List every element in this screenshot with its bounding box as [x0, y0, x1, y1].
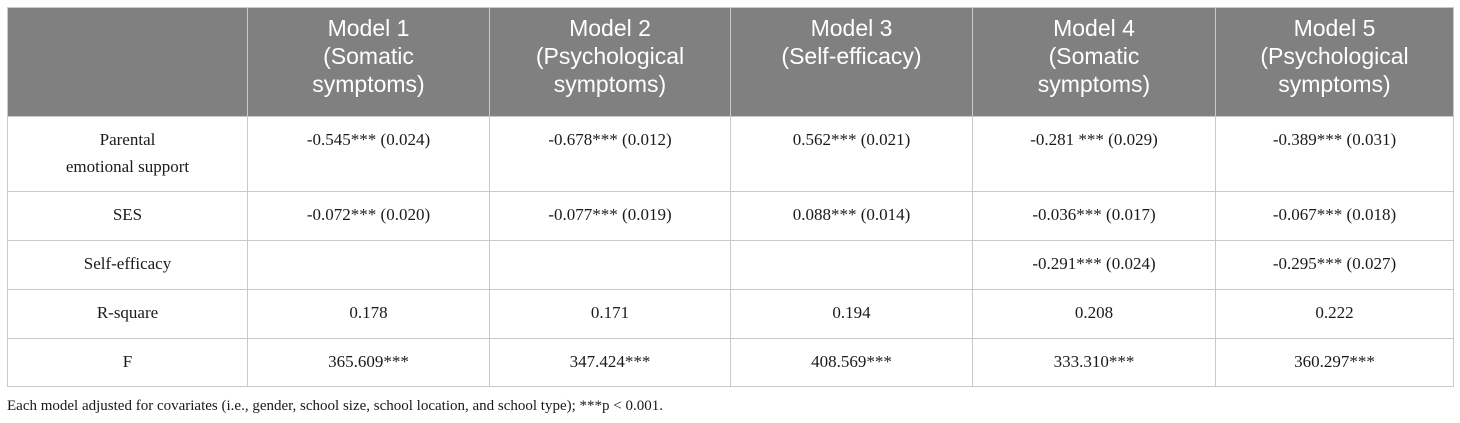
table-cell [730, 240, 973, 290]
table-cell: -0.389*** (0.031) [1215, 116, 1454, 192]
table-cell: 0.562*** (0.021) [730, 116, 973, 192]
table-cell: -0.291*** (0.024) [972, 240, 1216, 290]
table-cell: 347.424*** [489, 338, 731, 387]
row-label: R-square [7, 289, 248, 339]
table-cell: -0.036*** (0.017) [972, 191, 1216, 241]
table-cell: -0.077*** (0.019) [489, 191, 731, 241]
header-model-3: Model 3 (Self-efficacy) [730, 7, 973, 117]
table-row-f: F 365.609*** 347.424*** 408.569*** 333.3… [7, 338, 1454, 387]
row-label: SES [7, 191, 248, 241]
table-row-parental-emotional-support: Parental emotional support -0.545*** (0.… [7, 116, 1454, 192]
header-model-1: Model 1 (Somatic symptoms) [247, 7, 490, 117]
table-cell: 0.222 [1215, 289, 1454, 339]
table-footnote: Each model adjusted for covariates (i.e.… [7, 398, 664, 414]
table-cell: 0.088*** (0.014) [730, 191, 973, 241]
table-cell: -0.281 *** (0.029) [972, 116, 1216, 192]
header-model-2: Model 2 (Psychological symptoms) [489, 7, 731, 117]
table-cell: 0.171 [489, 289, 731, 339]
regression-table-container: Model 1 (Somatic symptoms) Model 2 (Psyc… [7, 7, 1454, 387]
row-label: Parental emotional support [7, 116, 248, 192]
table-row-self-efficacy: Self-efficacy -0.291*** (0.024) -0.295**… [7, 240, 1454, 290]
header-model-5: Model 5 (Psychological symptoms) [1215, 7, 1454, 117]
header-model-4: Model 4 (Somatic symptoms) [972, 7, 1216, 117]
header-corner [7, 7, 248, 117]
table-cell [489, 240, 731, 290]
table-cell: -0.067*** (0.018) [1215, 191, 1454, 241]
table-cell: -0.295*** (0.027) [1215, 240, 1454, 290]
table-row-r-square: R-square 0.178 0.171 0.194 0.208 0.222 [7, 289, 1454, 339]
table-cell: 408.569*** [730, 338, 973, 387]
table-cell: 0.194 [730, 289, 973, 339]
table-cell: -0.678*** (0.012) [489, 116, 731, 192]
table-cell: -0.545*** (0.024) [247, 116, 490, 192]
table-cell: 365.609*** [247, 338, 490, 387]
regression-table: Model 1 (Somatic symptoms) Model 2 (Psyc… [7, 7, 1454, 387]
table-cell: 0.178 [247, 289, 490, 339]
table-cell: 333.310*** [972, 338, 1216, 387]
header-row: Model 1 (Somatic symptoms) Model 2 (Psyc… [7, 7, 1454, 117]
table-cell: 0.208 [972, 289, 1216, 339]
table-cell [247, 240, 490, 290]
table-row-ses: SES -0.072*** (0.020) -0.077*** (0.019) … [7, 191, 1454, 241]
row-label: F [7, 338, 248, 387]
table-cell: 360.297*** [1215, 338, 1454, 387]
table-cell: -0.072*** (0.020) [247, 191, 490, 241]
row-label: Self-efficacy [7, 240, 248, 290]
